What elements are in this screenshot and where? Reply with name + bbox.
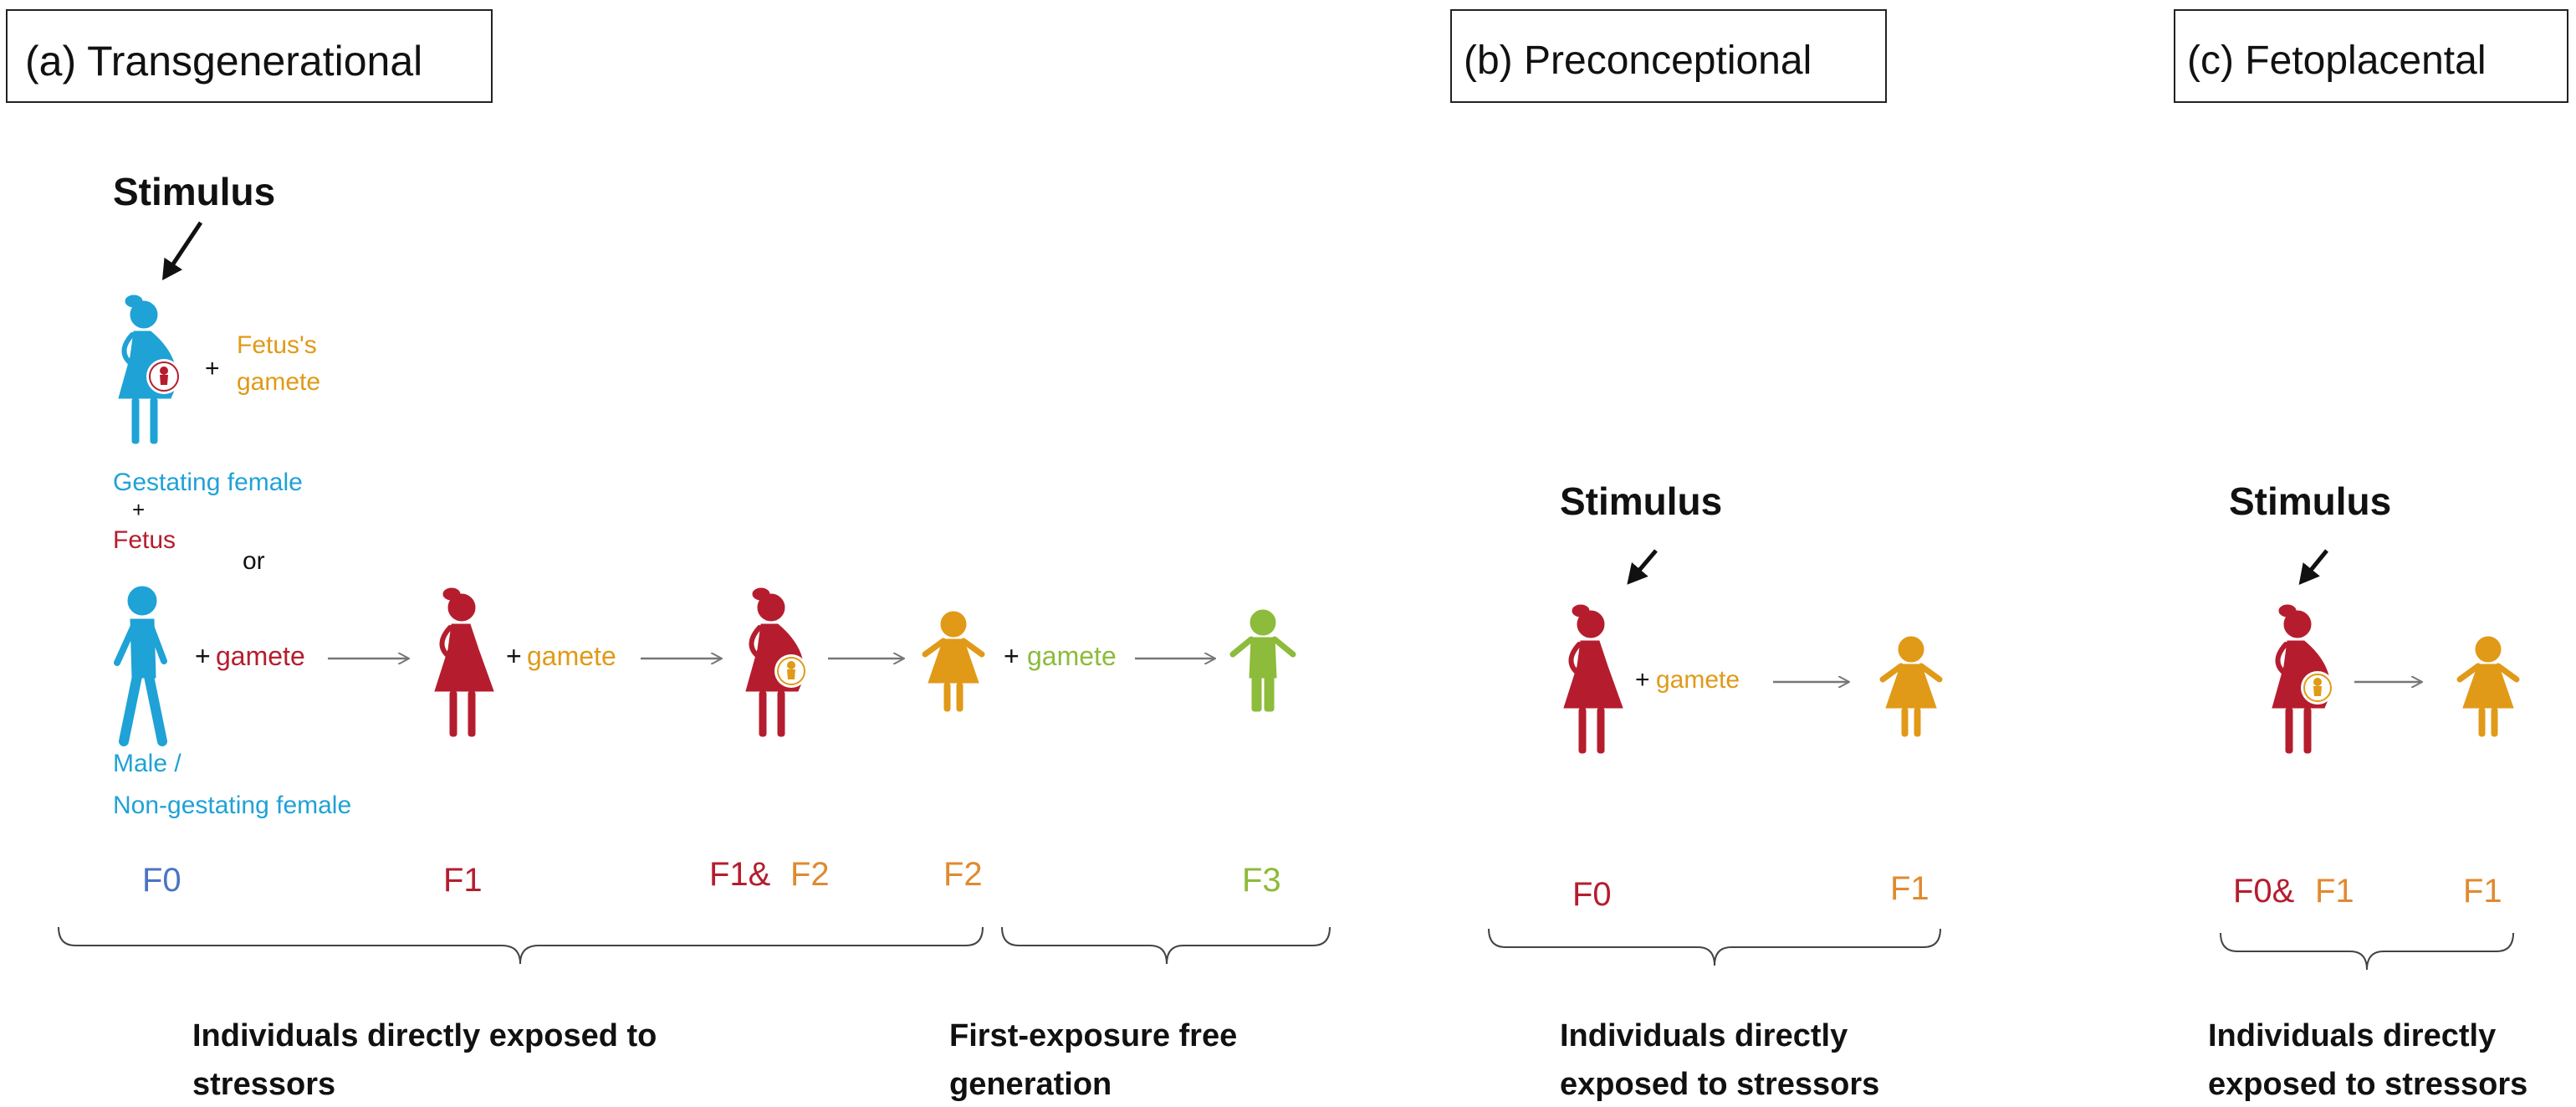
caption-a-right-2: generation <box>949 1067 1112 1102</box>
panel-c-stimulus: Stimulus <box>2229 479 2391 523</box>
fetus-gamete-line1: Fetus's <box>237 331 317 359</box>
caption-b-2: exposed to stressors <box>1560 1067 1879 1102</box>
panel-a-title: (a) Transgenerational <box>25 38 422 85</box>
plus-gamete-2: + <box>506 641 522 671</box>
fetus-gamete-line2: gamete <box>237 368 320 396</box>
panel-b-title: (b) Preconceptional <box>1464 38 1812 83</box>
b-plus-gamete: + <box>1635 666 1650 694</box>
brace-c <box>2220 932 2514 971</box>
c-gen-f1-b: F1 <box>2463 873 2502 910</box>
b-gen-f1: F1 <box>1890 870 1929 907</box>
panel-a-stimulus-arrow <box>162 221 203 280</box>
fetus-label: Fetus <box>113 526 176 554</box>
f1-female-icon <box>435 588 493 736</box>
f2-fetus-badge-icon <box>774 654 808 688</box>
c-f1-child-icon <box>2460 637 2517 736</box>
brace-a-left <box>58 926 984 965</box>
panel-a-stimulus: Stimulus <box>113 170 275 213</box>
caption-a-right-1: First-exposure free <box>949 1018 1237 1053</box>
b-gen-f0: F0 <box>1572 876 1612 913</box>
male-icon <box>117 587 164 741</box>
panel-a-title-box <box>6 9 493 103</box>
plus-gamete-3: + <box>1004 641 1020 671</box>
panel-b-stimulus: Stimulus <box>1560 479 1722 523</box>
gen-f1-amp: F1& <box>709 856 771 893</box>
b-f1-child-icon <box>1883 637 1940 736</box>
panel-c-title-box <box>2174 9 2568 103</box>
caption-c-1: Individuals directly <box>2208 1018 2496 1053</box>
fetus-badge-icon <box>146 359 181 394</box>
panel-c-title: (c) Fetoplacental <box>2187 38 2487 83</box>
panel-c-stimulus-arrow <box>2298 549 2328 585</box>
gen-f2-b: F2 <box>943 856 983 893</box>
c-gen-f0-amp: F0& <box>2233 873 2295 910</box>
caption-b-1: Individuals directly <box>1560 1018 1848 1053</box>
f3-child-icon <box>1233 610 1293 711</box>
gestating-plus-label: + <box>132 497 145 522</box>
plus-gamete-1: + <box>195 641 211 671</box>
gestating-female-label: Gestating female <box>113 469 303 496</box>
b-gamete: gamete <box>1656 666 1740 694</box>
gen-f2-a: F2 <box>790 856 830 893</box>
gamete-1: gamete <box>216 641 305 671</box>
caption-a-left-2: stressors <box>192 1067 335 1102</box>
brace-a-right <box>1001 926 1331 965</box>
male-label-line2: Non-gestating female <box>113 792 351 819</box>
gamete-3: gamete <box>1027 641 1117 671</box>
caption-c-2: exposed to stressors <box>2208 1067 2527 1102</box>
panel-b-title-box <box>1450 9 1887 103</box>
gen-f1: F1 <box>443 862 483 899</box>
brace-b <box>1488 928 1941 966</box>
b-f0-female-icon <box>1564 605 1623 753</box>
gen-f3: F3 <box>1242 862 1281 899</box>
panel-b-stimulus-arrow <box>1627 549 1658 585</box>
male-label-line1: Male / <box>113 750 181 777</box>
or-label: or <box>243 547 265 575</box>
c-f1-fetus-badge-icon <box>2301 671 2334 705</box>
gen-f0: F0 <box>142 862 181 899</box>
caption-a-left-1: Individuals directly exposed to <box>192 1018 657 1053</box>
f2-child-icon <box>925 612 982 711</box>
panel-a-plus-fetus-gamete: + <box>205 355 220 382</box>
gamete-2: gamete <box>527 641 616 671</box>
c-gen-f1-a: F1 <box>2315 873 2354 910</box>
